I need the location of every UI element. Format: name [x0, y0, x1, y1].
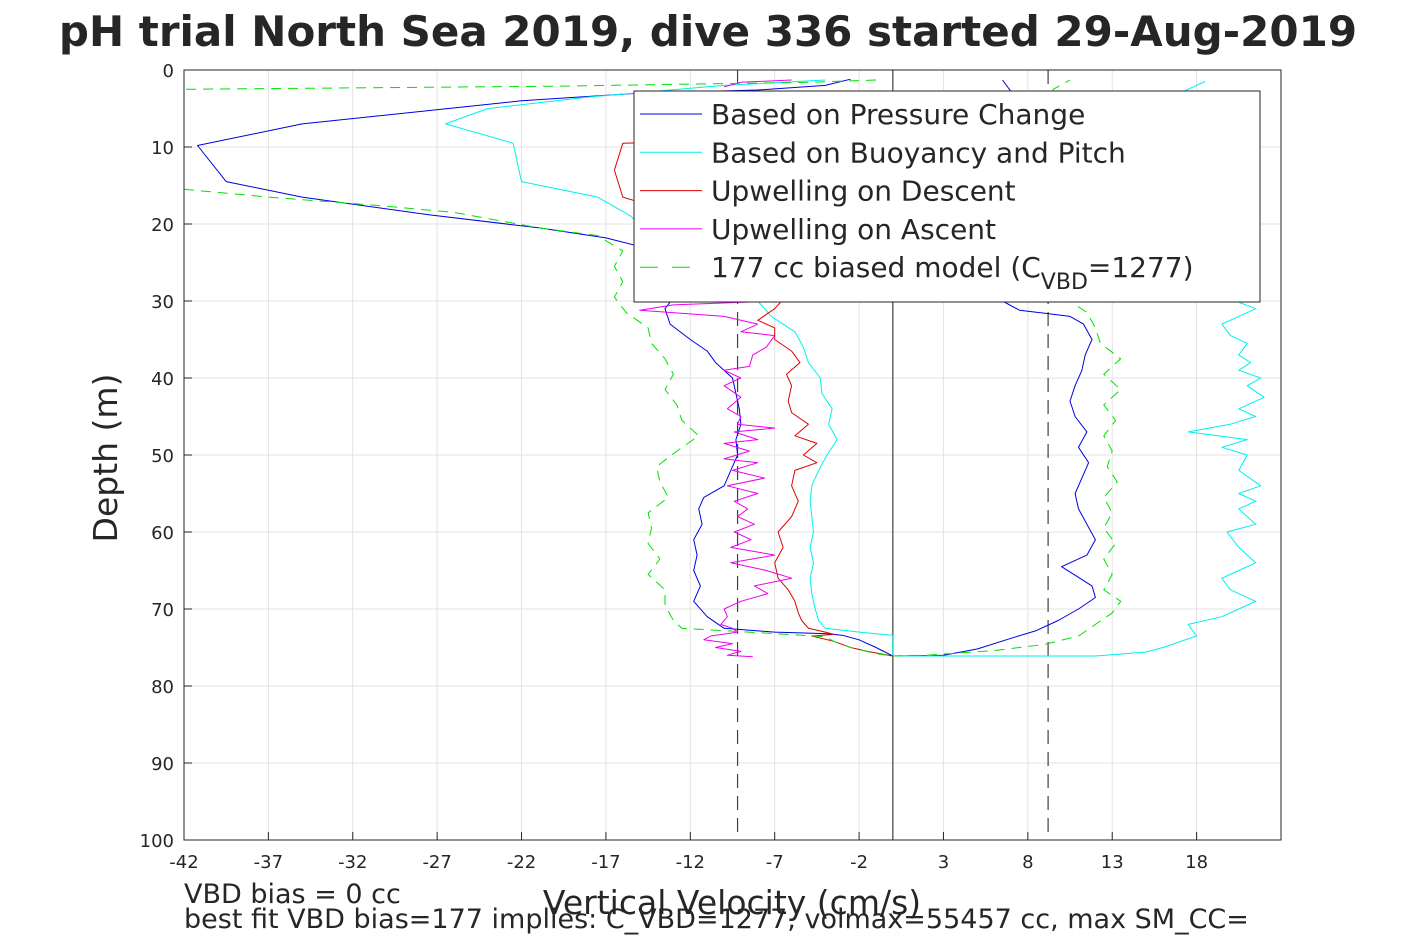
legend-item: Based on Pressure Change — [640, 98, 1085, 131]
x-tick-label: -27 — [422, 852, 451, 873]
x-tick-label: 18 — [1185, 852, 1208, 873]
legend-item: 177 cc biased model (CVBD=1277) — [640, 251, 1194, 295]
y-axis-ticks: 0 10 20 30 40 50 60 70 80 90 100 — [140, 61, 192, 852]
y-tick-label: 0 — [163, 61, 174, 82]
legend-item: Upwelling on Ascent — [640, 213, 996, 246]
x-tick-label: -7 — [766, 852, 784, 873]
series-line — [723, 79, 792, 88]
y-tick-label: 80 — [151, 677, 174, 698]
series-line — [757, 299, 893, 657]
annotation-best-fit: best fit VBD bias=177 implies: C_VBD=127… — [184, 904, 1249, 935]
y-axis-label: Depth (m) — [86, 374, 125, 543]
legend-label: Upwelling on Descent — [711, 175, 1016, 208]
y-tick-label: 60 — [151, 523, 174, 544]
x-tick-label: -2 — [850, 852, 868, 873]
series-line — [183, 79, 877, 90]
series-3 — [639, 79, 793, 658]
x-tick-label: -12 — [676, 852, 705, 873]
y-tick-label: 10 — [151, 138, 174, 159]
legend: Based on Pressure Change Based on Buoyanc… — [633, 90, 1261, 303]
x-tick-label: 8 — [1022, 852, 1033, 873]
legend-box — [633, 90, 1261, 303]
legend-label: Based on Buoyancy and Pitch — [711, 136, 1126, 169]
legend-item: Upwelling on Descent — [640, 175, 1016, 208]
legend-label: 177 cc biased model (CVBD=1277) — [711, 251, 1194, 295]
chart-title: pH trial North Sea 2019, dive 336 starte… — [59, 7, 1357, 56]
annotation-vbd-bias: VBD bias = 0 cc — [184, 879, 401, 910]
series-line — [445, 79, 894, 656]
x-tick-label: -22 — [507, 852, 536, 873]
series-line — [639, 300, 793, 658]
x-tick-label: 13 — [1101, 852, 1124, 873]
x-tick-label: -32 — [338, 852, 367, 873]
legend-label: Upwelling on Ascent — [711, 213, 996, 246]
x-axis-ticks: -42 -37 -32 -27 -22 -17 -12 -7 -2 3 8 13 18 — [169, 832, 1208, 873]
x-tick-label: -37 — [254, 852, 283, 873]
x-tick-label: -17 — [591, 852, 620, 873]
legend-label: Based on Pressure Change — [711, 98, 1085, 131]
y-tick-label: 90 — [151, 754, 174, 775]
y-tick-label: 20 — [151, 215, 174, 236]
x-axis-label: Vertical Velocity (cm/s) — [543, 883, 921, 922]
legend-item: Based on Buoyancy and Pitch — [640, 136, 1126, 169]
x-tick-label: -42 — [169, 852, 198, 873]
y-tick-label: 30 — [151, 292, 174, 313]
y-tick-label: 100 — [140, 831, 174, 852]
y-tick-label: 50 — [151, 446, 174, 467]
y-tick-label: 40 — [151, 369, 174, 390]
x-tick-label: 3 — [938, 852, 949, 873]
y-tick-label: 70 — [151, 600, 174, 621]
series-line — [183, 188, 893, 657]
